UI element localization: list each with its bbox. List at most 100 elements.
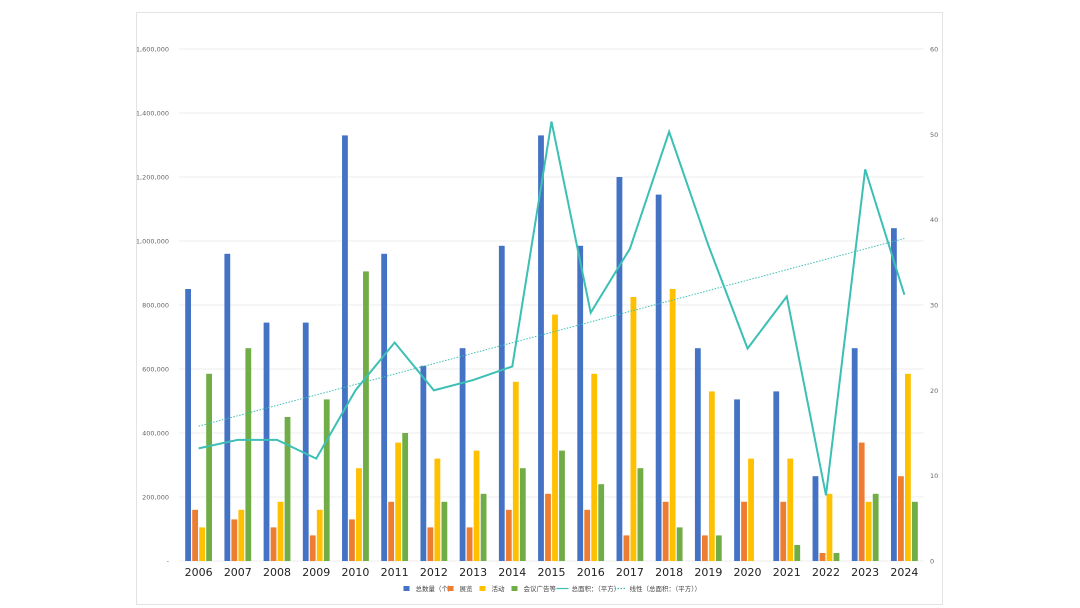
bar (199, 527, 206, 561)
legend-swatch (511, 586, 518, 591)
y-tick-label: 1,400,000 (137, 110, 169, 118)
bar (441, 501, 448, 561)
bar (231, 519, 238, 561)
bar (630, 297, 637, 561)
y2-tick-label: 40 (930, 216, 938, 224)
bar (363, 271, 369, 561)
bar (623, 535, 630, 561)
bar (545, 493, 551, 561)
bar (637, 468, 644, 561)
bar (748, 458, 754, 561)
bar (381, 253, 388, 562)
bar (245, 348, 252, 561)
x-tick-label: 2014 (498, 566, 526, 579)
x-tick-label: 2011 (381, 566, 409, 579)
legend-label: 展览 (460, 584, 474, 593)
bar (826, 493, 833, 561)
y-tick-label: - (167, 558, 170, 566)
bar (263, 322, 270, 561)
bar (773, 391, 780, 561)
bar (833, 553, 840, 561)
bar (206, 373, 213, 561)
x-tick-label: 2019 (694, 566, 722, 579)
legend-swatch (479, 586, 486, 591)
bar (519, 468, 526, 561)
bar (427, 527, 434, 561)
legend-label: 总面积：（平方） (572, 584, 621, 593)
bar (309, 535, 316, 561)
bar (277, 501, 284, 561)
y-tick-label: 800,000 (142, 302, 169, 310)
bar (480, 493, 487, 561)
x-tick-label: 2020 (734, 566, 762, 579)
x-tick-label: 2016 (577, 566, 605, 579)
bar (316, 509, 323, 561)
bar (270, 527, 277, 561)
bar (473, 450, 480, 561)
bar (708, 391, 715, 561)
bar (302, 322, 309, 561)
bar (851, 348, 858, 561)
legend-swatch (403, 586, 410, 591)
bar (591, 373, 598, 561)
legend-swatch (447, 586, 454, 591)
bar (498, 245, 505, 562)
bar (238, 509, 245, 561)
chart-svg: - 200,000 400,000 600,000 800,000 1,000,000 1,… (137, 46, 938, 594)
legend-label: 总数量（个） (416, 584, 455, 593)
bar (577, 245, 584, 562)
bar (715, 535, 722, 561)
y2-tick-label: 10 (930, 472, 938, 480)
bar (512, 381, 519, 561)
area-line (198, 121, 906, 496)
bar (819, 553, 826, 561)
x-tick-label: 2015 (538, 566, 566, 579)
bar (349, 519, 355, 561)
legend-label: 会议广告等 (524, 584, 557, 593)
bar (780, 501, 787, 561)
bar (598, 484, 605, 561)
x-tick-label: 2009 (302, 566, 330, 579)
bar (787, 458, 794, 561)
x-tick-label: 2022 (812, 566, 840, 579)
bar (734, 399, 740, 561)
bar (538, 135, 544, 561)
x-tick-label: 2012 (420, 566, 448, 579)
bar (395, 442, 402, 561)
bar (466, 527, 473, 561)
x-tick-label: 2013 (459, 566, 487, 579)
y2-tick-label: 0 (930, 558, 934, 566)
bar (890, 228, 897, 561)
bar (402, 433, 409, 561)
bar (284, 417, 291, 561)
bar (858, 442, 865, 561)
bar (794, 545, 801, 561)
bar (911, 501, 918, 561)
bar (559, 450, 565, 561)
legend-label: 活动 (492, 584, 506, 593)
bar (552, 314, 558, 561)
bar (741, 501, 747, 561)
x-tick-label: 2006 (185, 566, 213, 579)
bar (662, 501, 669, 561)
bar (669, 289, 676, 561)
x-tick-label: 2008 (263, 566, 291, 579)
y2-tick-label: 20 (930, 387, 938, 395)
legend-label: 线性（总面积：（平方）） (630, 584, 702, 593)
bar (676, 527, 683, 561)
bar (420, 365, 427, 561)
bar (897, 476, 904, 561)
y2-tick-label: 30 (930, 302, 938, 310)
bar (694, 348, 701, 561)
y-tick-label: 1,000,000 (137, 238, 169, 246)
y-tick-label: 400,000 (142, 430, 169, 438)
y-tick-label: 600,000 (142, 366, 169, 374)
y-tick-label: 200,000 (142, 494, 169, 502)
y2-tick-label: 50 (930, 131, 938, 139)
x-tick-label: 2007 (224, 566, 252, 579)
bar (224, 253, 231, 562)
bar (434, 458, 441, 561)
bar (812, 476, 819, 561)
chart-frame: - 200,000 400,000 600,000 800,000 1,000,000 1,… (136, 12, 943, 605)
bar (192, 509, 199, 561)
